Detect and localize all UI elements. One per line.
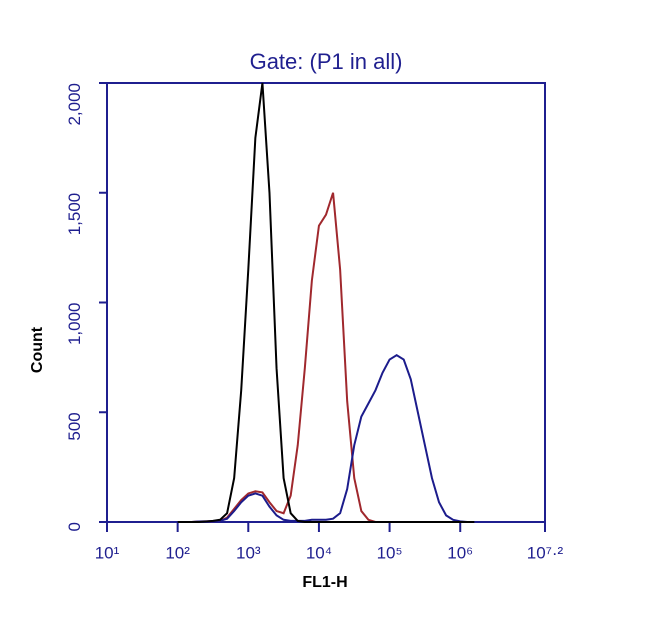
y-tick-label: 0 (65, 522, 84, 531)
y-tick-label: 2,000 (65, 83, 84, 126)
y-tick-label: 500 (65, 412, 84, 440)
x-tick-label: 10³ (236, 543, 261, 562)
y-tick-label: 1,000 (65, 303, 84, 346)
chart-title: Gate: (P1 in all) (250, 49, 403, 74)
x-axis-title: FL1-H (302, 574, 347, 591)
x-tick-label: 10⁶ (447, 543, 473, 562)
plot-frame (106, 82, 546, 523)
series-line (177, 82, 475, 523)
series-line (177, 354, 475, 523)
y-axis-title: Count (29, 326, 46, 373)
x-tick-label: 10² (165, 543, 190, 562)
y-tick-label: 1,500 (65, 193, 84, 236)
x-tick-label: 10⁴ (306, 543, 332, 562)
x-tick-label: 10⁷·² (527, 543, 564, 562)
x-tick-label: 10⁵ (377, 543, 403, 562)
x-tick-label: 10¹ (95, 543, 120, 562)
